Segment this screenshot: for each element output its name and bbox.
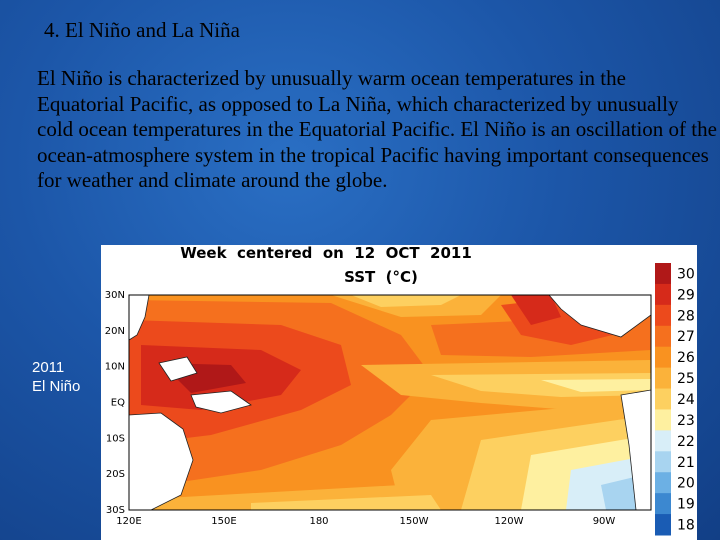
colorbar-swatch <box>655 283 671 306</box>
colorbar-label: 30 <box>677 266 695 282</box>
colorbar: 30 29 28 27 26 25 24 23 22 21 20 19 18 <box>655 263 695 536</box>
figure-caption: 2011 El Niño <box>32 358 80 396</box>
colorbar-label: 20 <box>677 476 695 492</box>
lat-tick-label: 10N <box>105 362 125 373</box>
colorbar-swatch <box>655 451 671 473</box>
colorbar-swatch <box>655 304 671 327</box>
colorbar-swatch <box>655 388 671 410</box>
figure-title-line1: Week centered on 12 OCT 2011 <box>180 245 472 262</box>
colorbar-swatch <box>655 409 671 431</box>
caption-event: El Niño <box>32 378 81 395</box>
lat-tick-label: 20N <box>105 326 125 337</box>
lat-tick-label: 30N <box>105 290 125 301</box>
slide-body-text: El Niño is characterized by unusually wa… <box>37 66 717 193</box>
colorbar-swatch <box>655 346 671 369</box>
lat-tick-label: 30S <box>106 505 125 516</box>
colorbar-label: 25 <box>677 371 695 387</box>
lon-tick-label: 120W <box>495 516 524 527</box>
colorbar-swatch <box>655 514 671 536</box>
lat-tick-label: EQ <box>111 398 125 409</box>
latitude-axis: 30N 20N 10N EQ 10S 20S 30S <box>105 290 125 516</box>
colorbar-label: 18 <box>677 518 695 534</box>
caption-year: 2011 <box>32 359 65 376</box>
colorbar-swatch <box>655 430 671 452</box>
colorbar-swatch <box>655 367 671 390</box>
sst-map-svg: Week centered on 12 OCT 2011 SST (°C) <box>105 245 695 536</box>
colorbar-label: 19 <box>677 497 695 513</box>
slide-title: 4. El Niño and La Niña <box>44 18 240 42</box>
lon-tick-label: 150E <box>211 516 236 527</box>
lon-tick-label: 90W <box>593 516 616 527</box>
lat-tick-label: 10S <box>106 433 125 444</box>
colorbar-swatch <box>655 325 671 348</box>
figure-title-line2: SST (°C) <box>344 268 418 286</box>
colorbar-label: 28 <box>677 308 695 324</box>
colorbar-label: 29 <box>677 287 695 303</box>
colorbar-swatch <box>655 472 671 494</box>
sst-field <box>129 295 651 510</box>
colorbar-label: 24 <box>677 392 695 408</box>
colorbar-swatch <box>655 263 671 285</box>
lat-tick-label: 20S <box>106 469 125 480</box>
colorbar-label: 22 <box>677 434 695 450</box>
lon-tick-label: 120E <box>116 516 141 527</box>
longitude-axis: 120E 150E 180 150W 120W 90W <box>116 516 615 527</box>
colorbar-label: 27 <box>677 329 695 345</box>
colorbar-label: 21 <box>677 455 695 471</box>
colorbar-label: 23 <box>677 413 695 429</box>
lon-tick-label: 180 <box>309 516 328 527</box>
colorbar-swatch <box>655 493 671 515</box>
sst-map-figure: Week centered on 12 OCT 2011 SST (°C) <box>101 245 697 540</box>
lon-tick-label: 150W <box>400 516 429 527</box>
colorbar-label: 26 <box>677 350 695 366</box>
